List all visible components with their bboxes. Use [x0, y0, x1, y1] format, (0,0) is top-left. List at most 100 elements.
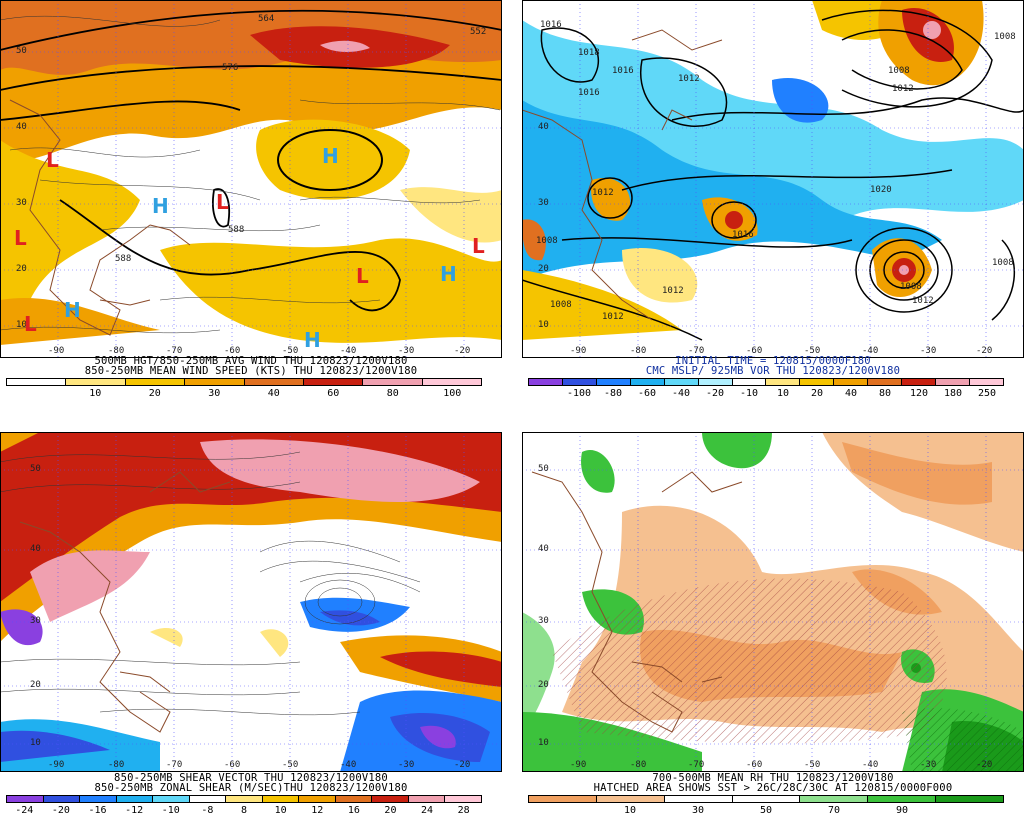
isobar-label: 1018	[578, 48, 600, 58]
lat-label: 10	[30, 738, 41, 748]
colorbar-swatch	[362, 379, 422, 385]
colorbar-swatch	[663, 796, 732, 802]
isobar-label: 1012	[678, 74, 700, 84]
isobar-label: 1008	[550, 300, 572, 310]
lat-label: 30	[30, 616, 41, 626]
isobar-label: 1016	[578, 88, 600, 98]
lon-label: -80	[108, 760, 125, 770]
lon-label: -80	[630, 760, 647, 770]
caption-line-1: 850-250MB SHEAR VECTOR THU 120823/1200V1…	[114, 772, 388, 784]
colorbar-tick-label: 70	[827, 805, 841, 816]
lat-label: 20	[538, 680, 549, 690]
colorbar-tick-label: -20	[51, 805, 70, 816]
lon-label: -70	[166, 346, 183, 356]
colorbar-tick-label: 30	[208, 388, 221, 399]
colorbar-tick-label: -8	[201, 805, 214, 816]
colorbar-tick-label: -10	[161, 805, 180, 816]
caption-line-1: 700-500MB MEAN RH THU 120823/1200V180	[652, 772, 894, 784]
colorbar-swatch	[561, 379, 596, 385]
colorbar-swatch	[663, 379, 698, 385]
colorbar-swatch	[901, 379, 936, 385]
lat-label: 50	[30, 464, 41, 474]
lon-label: -90	[48, 760, 65, 770]
colorbar-tick-label: 10	[89, 388, 102, 399]
lon-label: -40	[340, 760, 357, 770]
colorbar-swatch	[697, 379, 732, 385]
colorbar-swatch	[935, 796, 1004, 802]
isobar-label: 1008	[536, 236, 558, 246]
colorbar-swatch	[935, 379, 969, 385]
isobar-label: 1012	[912, 296, 934, 306]
colorbar-swatch	[595, 379, 630, 385]
lat-label: 30	[538, 616, 549, 626]
caption-line-1: INITIAL TIME = 120815/0000F180	[675, 355, 871, 367]
colorbar-swatch	[595, 796, 664, 802]
colorbar-tick-label: -40	[671, 388, 691, 399]
colorbar-ticks: -100 -80 -60 -40 -20 -10 10 20 40 80 120 180 250	[528, 388, 1004, 400]
colorbar-tick-label: 20	[810, 388, 824, 399]
map-mslp-vorticity	[522, 0, 1024, 358]
colorbar-swatch	[184, 379, 244, 385]
high-pressure-center: H	[152, 194, 169, 218]
colorbar-ticks: -24 -20 -16 -12 -10 -8 8 10 12 16 20 24 28	[6, 805, 482, 817]
isobar-label: 1012	[602, 312, 624, 322]
map-500mb-height-wind	[0, 0, 502, 358]
lat-label: 20	[16, 264, 27, 274]
lat-label: 20	[30, 680, 41, 690]
colorbar-swatch	[7, 796, 43, 802]
lat-label: 10	[538, 320, 549, 330]
colorbar-swatch	[188, 796, 226, 802]
lon-label: -40	[862, 346, 879, 356]
colorbar-swatch	[261, 796, 299, 802]
colorbar-tick-label: 100	[443, 388, 462, 399]
colorbar-ticks: 10 30 50 70 90	[528, 805, 1004, 817]
panel-shear: 50 40 30 20 10 -90 -80 -70 -60 -50 -40 -…	[0, 432, 502, 819]
lon-label: -80	[108, 346, 125, 356]
lon-label: -70	[688, 760, 705, 770]
isobar-label: 1008	[992, 258, 1014, 268]
panel-relative-humidity: 50 40 30 20 10 -90 -80 -70 -60 -50 -40 -…	[522, 432, 1024, 819]
isobar-label: 1008	[888, 66, 910, 76]
colorbar-tick-label: -100	[566, 388, 592, 399]
colorbar-swatch	[968, 379, 1003, 385]
contour-label: 588	[228, 225, 245, 235]
colorbar-tick-label: 250	[977, 388, 997, 399]
caption-line-2: HATCHED AREA SHOWS SST > 26C/28C/30C AT …	[593, 782, 953, 794]
map-shear	[0, 432, 502, 772]
lat-label: 30	[538, 198, 549, 208]
low-pressure-center: L	[356, 264, 369, 288]
colorbar-swatch	[115, 796, 153, 802]
colorbar-tick-label: 24	[421, 805, 434, 816]
isobar-label: 1012	[592, 188, 614, 198]
isobar-label: 1012	[892, 84, 914, 94]
colorbar-tick-label: 180	[943, 388, 963, 399]
isobar-label: 1012	[662, 286, 684, 296]
colorbar-swatch	[298, 796, 335, 802]
lon-label: -40	[862, 760, 879, 770]
colorbar-swatch	[79, 796, 116, 802]
lon-label: -30	[920, 346, 937, 356]
isobar-label: 1008	[900, 282, 922, 292]
colorbar-tick-label: 20	[384, 805, 397, 816]
isobar-label: 1016	[612, 66, 634, 76]
colorbar-tick-label: 10	[274, 805, 287, 816]
isobar-label: 1016	[540, 20, 562, 30]
colorbar	[6, 378, 482, 386]
colorbar-swatch	[444, 796, 481, 802]
contour-label: 564	[258, 14, 275, 24]
colorbar-swatch	[334, 796, 372, 802]
colorbar-swatch	[629, 379, 664, 385]
contour-label: 588	[115, 254, 132, 264]
colorbar-tick-label: -60	[637, 388, 657, 399]
isobar-label: 1008	[994, 32, 1016, 42]
colorbar-swatch	[833, 379, 868, 385]
contour-label: 552	[470, 27, 487, 37]
low-pressure-center: L	[14, 226, 27, 250]
lon-label: -20	[454, 346, 471, 356]
colorbar-swatch	[7, 379, 66, 385]
colorbar-swatch	[799, 379, 834, 385]
lon-label: -60	[746, 760, 763, 770]
colorbar-swatch	[243, 379, 303, 385]
map-frame	[0, 0, 502, 358]
colorbar-tick-label: -16	[88, 805, 107, 816]
